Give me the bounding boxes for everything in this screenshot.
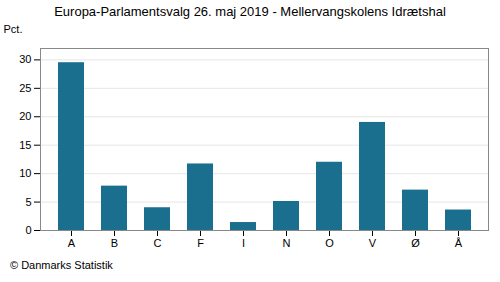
svg-text:20: 20	[19, 110, 31, 122]
svg-text:V: V	[369, 237, 377, 249]
svg-text:15: 15	[19, 139, 31, 151]
svg-text:A: A	[68, 237, 76, 249]
svg-text:Ø: Ø	[411, 237, 420, 249]
svg-text:10: 10	[19, 167, 31, 179]
svg-text:N: N	[283, 237, 291, 249]
svg-text:Å: Å	[455, 237, 463, 249]
svg-text:I: I	[242, 237, 245, 249]
svg-text:0: 0	[25, 224, 31, 236]
svg-text:30: 30	[19, 53, 31, 65]
svg-text:25: 25	[19, 82, 31, 94]
svg-text:5: 5	[25, 196, 31, 208]
svg-text:Pct.: Pct.	[4, 23, 23, 35]
svg-text:O: O	[325, 237, 334, 249]
svg-text:C: C	[154, 237, 162, 249]
svg-text:B: B	[111, 237, 118, 249]
html-text:© Danmarks Statistik: © Danmarks Statistik	[10, 259, 113, 271]
html-text:Europa-Parlamentsvalg 26. maj: Europa-Parlamentsvalg 26. maj 2019 - Mel…	[54, 4, 446, 19]
svg-text:F: F	[197, 237, 204, 249]
